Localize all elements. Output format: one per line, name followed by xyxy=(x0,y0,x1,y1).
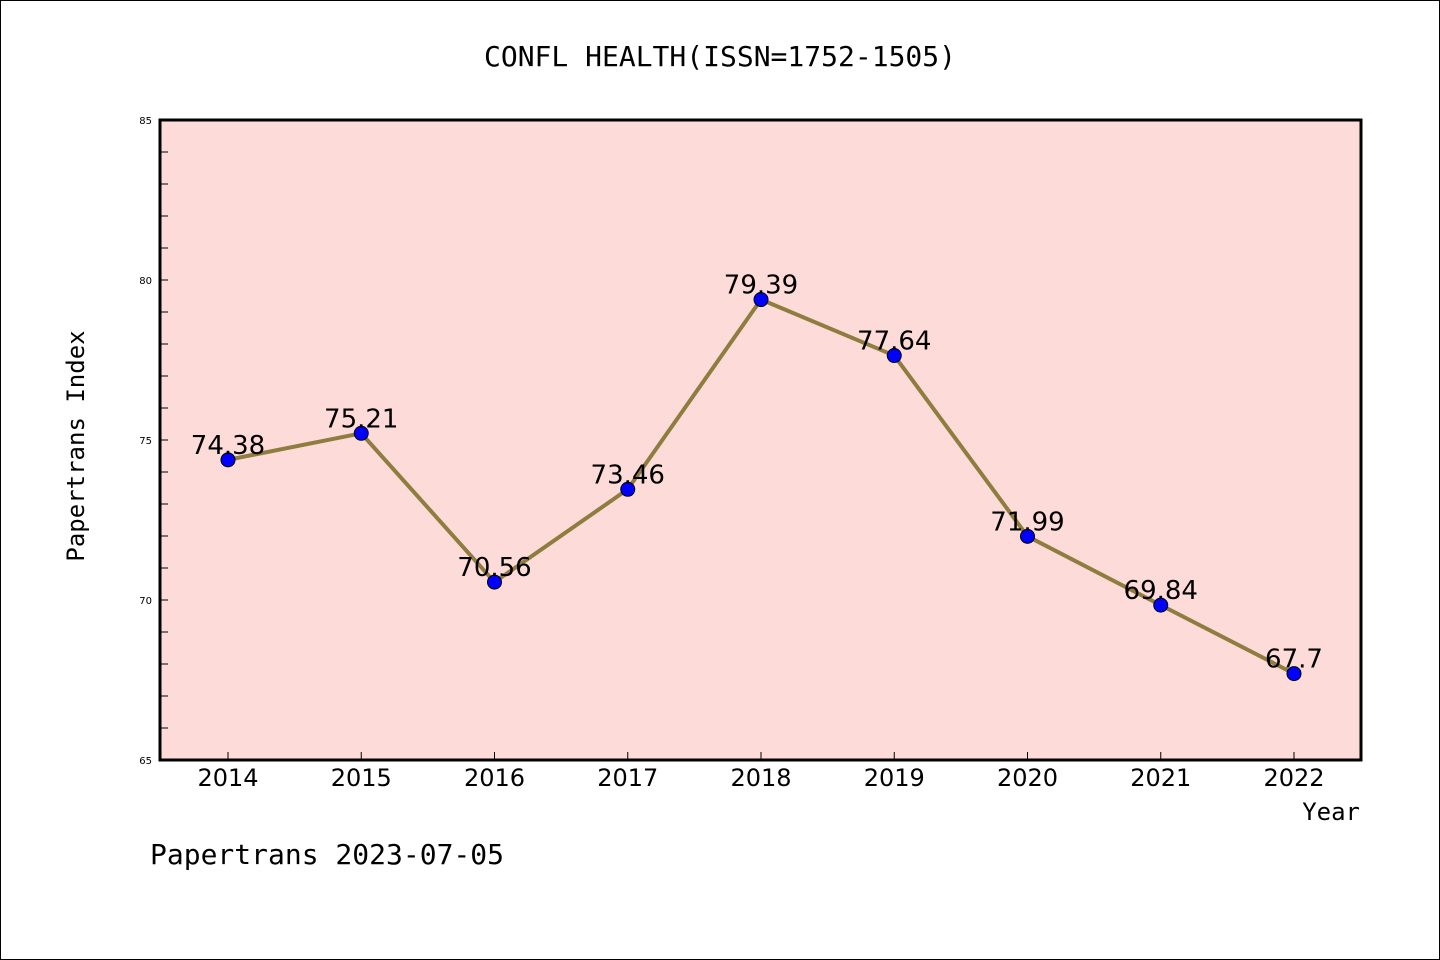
data-label: 67.7 xyxy=(1265,645,1323,675)
data-label: 74.38 xyxy=(191,431,265,461)
footer-date: Papertrans 2023-07-05 xyxy=(150,838,504,871)
data-point xyxy=(753,292,769,308)
data-label: 75.21 xyxy=(324,404,398,434)
data-label: 77.64 xyxy=(857,327,931,357)
y-axis-label: Papertrans Index xyxy=(62,330,90,561)
data-point xyxy=(1020,528,1035,544)
chart-title: CONFL HEALTH(ISSN=1752-1505) xyxy=(484,40,956,73)
data-point xyxy=(1153,597,1169,613)
data-labels: 74.38 75.21 70.56 73.46 79.39 77.64 71.99 69.84… xyxy=(191,271,1323,675)
x-tick-label: 2015 xyxy=(331,764,392,792)
data-label: 79.39 xyxy=(724,271,798,301)
x-tick-label: 2019 xyxy=(864,764,925,792)
data-label: 73.46 xyxy=(591,460,665,490)
x-tick-label: 2021 xyxy=(1130,764,1191,792)
data-point xyxy=(353,425,369,441)
y-tick-label: 80 xyxy=(139,276,152,287)
data-label: 69.84 xyxy=(1124,576,1198,606)
y-axis: 65 70 75 80 85 xyxy=(139,116,168,767)
x-axis-label: Year xyxy=(1302,798,1360,826)
data-label: 71.99 xyxy=(990,507,1064,537)
y-tick-label: 65 xyxy=(139,756,152,767)
y-tick-label: 85 xyxy=(139,116,152,127)
x-tick-label: 2017 xyxy=(597,764,658,792)
data-point xyxy=(620,481,636,497)
plot-area xyxy=(158,118,1363,762)
data-point xyxy=(1286,666,1302,682)
x-tick-label: 2018 xyxy=(730,764,791,792)
y-tick-label: 75 xyxy=(139,436,152,447)
data-label: 70.56 xyxy=(457,553,531,583)
x-tick-label: 2020 xyxy=(997,764,1058,792)
x-tick-label: 2016 xyxy=(464,764,525,792)
data-point xyxy=(220,452,236,468)
x-tick-label: 2022 xyxy=(1263,764,1324,792)
y-tick-label: 70 xyxy=(139,596,152,607)
x-tick-label: 2014 xyxy=(197,764,258,792)
data-point xyxy=(487,574,502,590)
x-axis: 2014 2015 2016 2017 2018 2019 2020 2021 2022 xyxy=(197,752,1325,792)
data-point xyxy=(886,348,902,364)
data-series xyxy=(220,292,1302,682)
